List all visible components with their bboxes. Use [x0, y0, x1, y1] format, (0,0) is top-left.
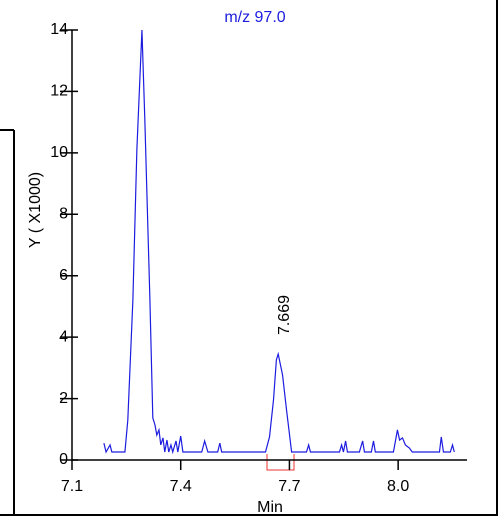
- y-tick-label: 12: [50, 83, 68, 100]
- x-tick-label: 7.4: [170, 478, 192, 495]
- y-tick-label: 10: [50, 144, 68, 161]
- integration-marker: [266, 454, 295, 471]
- chart-title: m/z 97.0: [224, 9, 285, 26]
- peak-annotation: 7.669: [276, 295, 293, 335]
- y-tick-label: 14: [50, 21, 68, 38]
- x-tick-label: 7.7: [278, 478, 300, 495]
- x-axis-label: Min: [257, 499, 283, 516]
- series-line: [103, 29, 455, 455]
- y-axis-label: Y ( X1000): [27, 172, 44, 248]
- x-tick-label: 7.1: [61, 478, 83, 495]
- x-tick-label: 8.0: [387, 478, 409, 495]
